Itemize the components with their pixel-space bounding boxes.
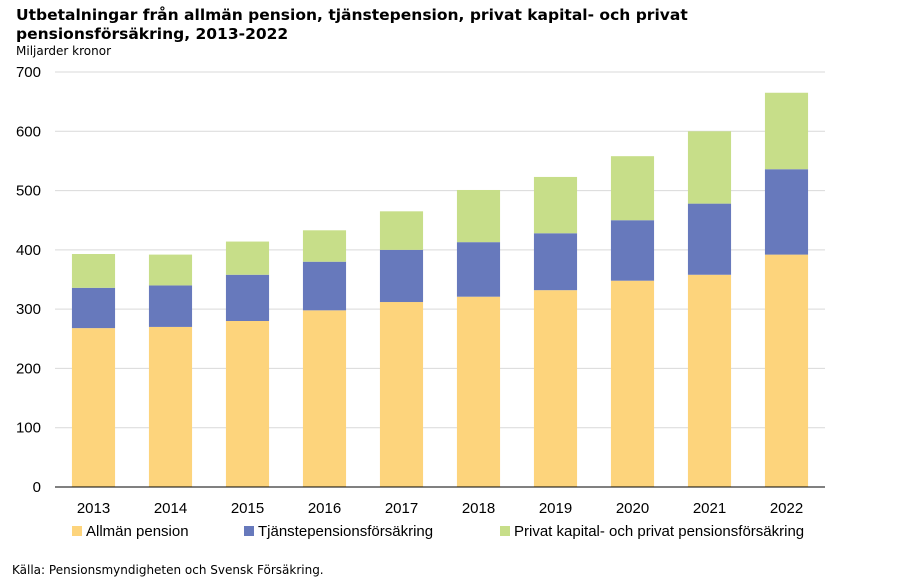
bar-segment-2 [302,261,347,311]
y-tick-label: 300 [16,301,41,318]
y-tick-label: 400 [16,242,41,259]
bar-segment-1 [610,280,655,487]
legend-swatch [244,526,254,536]
bar-segment-3 [225,241,270,275]
y-tick-label: 700 [16,64,41,81]
y-tick-label: 200 [16,360,41,377]
bar-segment-3 [764,92,809,170]
x-tick-label: 2016 [308,500,341,517]
legend-label: Allmän pension [86,523,189,540]
y-tick-label: 100 [16,420,41,437]
bars [71,92,809,487]
bar-segment-1 [533,290,578,487]
axes: 0 100 200 300 400 500 600 700 2013 2014 2015 2016 20… [16,64,825,517]
legend-swatch [72,526,82,536]
bar-segment-1 [764,254,809,487]
bar-segment-1 [379,302,424,487]
bar-segment-1 [687,274,732,487]
legend-label: Tjänstepensionsförsäkring [258,523,433,540]
y-tick-label: 500 [16,183,41,200]
legend-label: Privat kapital- och privat pensionsförsä… [514,523,804,540]
bar-segment-1 [71,328,116,487]
bar-segment-2 [533,233,578,291]
bar-segment-3 [71,254,116,288]
chart-subtitle: Miljarder kronor [16,44,112,58]
x-tick-label: 2018 [462,500,495,517]
bar-segment-3 [533,176,578,234]
bar-segment-2 [687,203,732,275]
chart-title: Utbetalningar från allmän pension, tjäns… [16,6,688,43]
bar-segment-2 [456,242,501,297]
bar-segment-2 [148,285,193,327]
stacked-bar-chart: 0 100 200 300 400 500 600 700 2013 2014 2015 2016 20… [16,64,825,540]
bar-segment-3 [687,131,732,204]
x-tick-label: 2021 [693,500,726,517]
legend: Allmän pension Tjänstepensionsförsäkring P… [72,523,804,540]
x-tick-label: 2015 [231,500,264,517]
legend-swatch [500,526,510,536]
bar-segment-1 [302,310,347,487]
bar-segment-1 [456,296,501,487]
source-note: Källa: Pensionsmyndigheten och Svensk Fö… [12,563,324,577]
x-tick-label: 2022 [770,500,803,517]
bar-segment-1 [225,321,270,487]
bar-segment-3 [610,156,655,221]
bar-segment-1 [148,326,193,487]
bar-segment-3 [148,254,193,286]
x-tick-label: 2013 [77,500,110,517]
y-tick-label: 600 [16,123,41,140]
x-tick-label: 2014 [154,500,187,517]
bar-segment-2 [610,220,655,281]
bar-segment-2 [379,249,424,303]
bar-segment-2 [764,169,809,255]
x-tick-label: 2019 [539,500,572,517]
x-tick-label: 2017 [385,500,418,517]
x-tick-label: 2020 [616,500,649,517]
bar-segment-2 [71,287,116,329]
y-tick-label: 0 [33,479,41,496]
bar-segment-3 [456,189,501,243]
bar-segment-3 [379,211,424,250]
bar-segment-2 [225,274,270,321]
bar-segment-3 [302,230,347,262]
